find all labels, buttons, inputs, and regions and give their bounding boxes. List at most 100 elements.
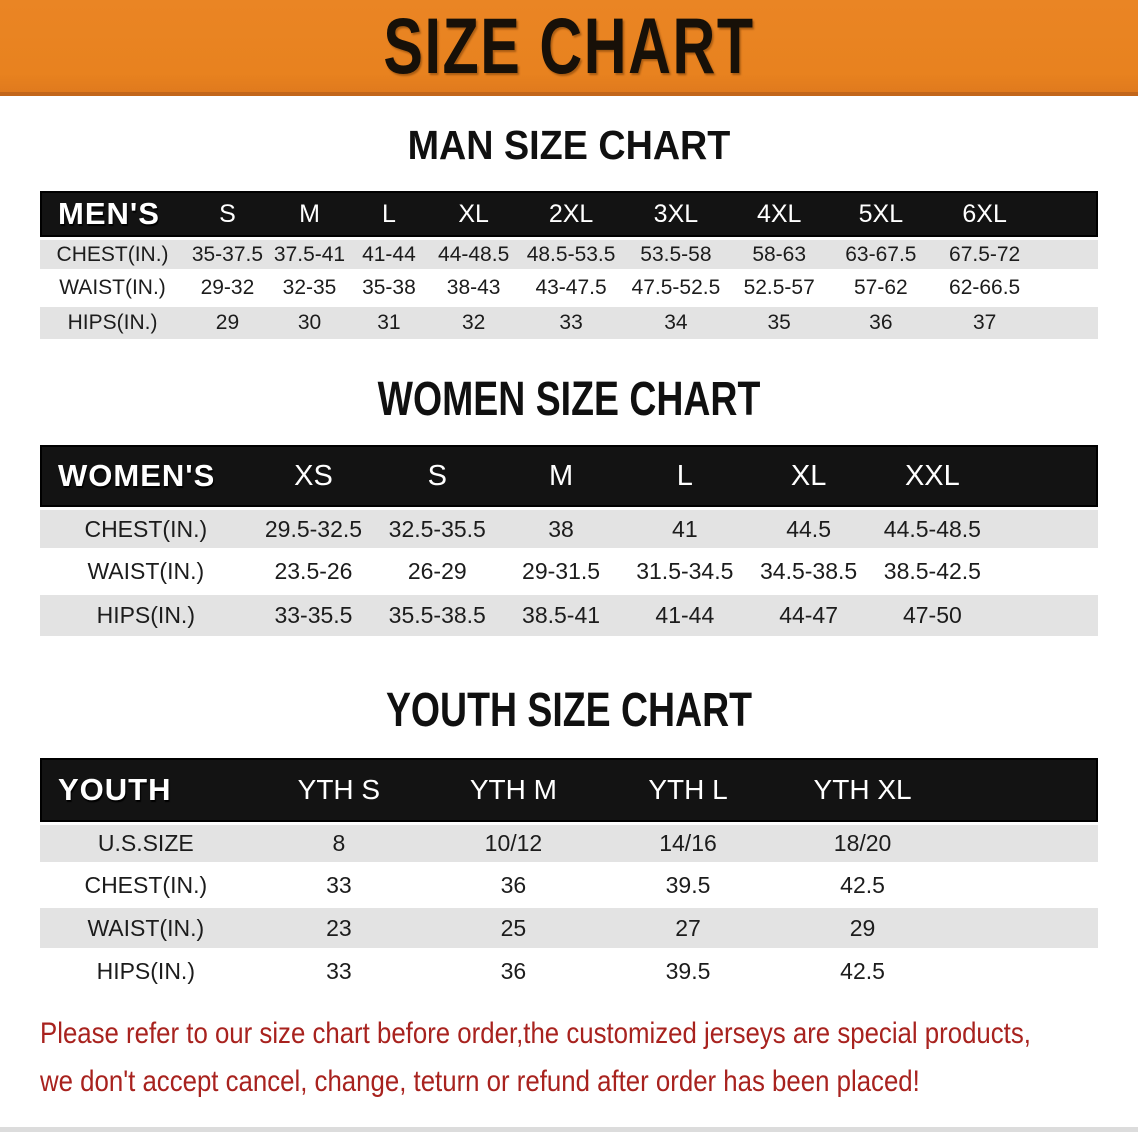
size-table-header-row: MEN'S S M L XL 2XL 3XL 4XL 5XL 6XL: [40, 191, 1098, 237]
size-column-header: S: [185, 191, 270, 237]
measurement-row-label: U.S.SIZE: [40, 822, 252, 865]
row-spacer-cell: [994, 595, 1098, 639]
size-table-header-row: YOUTH YTH S YTH M YTH L YTH XL: [40, 758, 1098, 822]
measurement-row: CHEST(IN.) 33 36 39.5 42.5: [40, 865, 1098, 908]
banner: SIZE CHART: [0, 0, 1138, 96]
size-column-header: YTH M: [426, 758, 601, 822]
notice-line-2: we don't accept cancel, change, teturn o…: [40, 1065, 920, 1098]
measurement-value-cell: 18/20: [775, 822, 950, 865]
measurement-row: CHEST(IN.) 29.5-32.5 32.5-35.5 38 41 44.5 44.5…: [40, 507, 1098, 551]
measurement-row-label: HIPS(IN.): [40, 951, 252, 994]
size-column-header: XL: [746, 445, 871, 507]
measurement-value-cell: 42.5: [775, 865, 950, 908]
measurement-value-cell: 33: [251, 951, 427, 994]
measurement-value-cell: 30: [269, 307, 350, 342]
measurement-value-cell: 41: [622, 507, 747, 551]
measurement-value-cell: 35.5-38.5: [375, 595, 500, 639]
women-size-table: WOMEN'S XS S M L XL XXL CHEST(IN.) 29.5-32.5 32.5…: [40, 445, 1098, 639]
measurement-row-label: CHEST(IN.): [40, 507, 252, 551]
measurement-value-cell: 44.5-48.5: [870, 507, 995, 551]
women-size-chart-heading: WOMEN SIZE CHART: [377, 373, 761, 426]
measurement-value-cell: 39.5: [600, 865, 776, 908]
measurement-value-cell: 36: [426, 951, 601, 994]
row-spacer-cell: [994, 507, 1098, 551]
size-column-header: 4XL: [728, 191, 831, 237]
measurement-value-cell: 27: [600, 908, 776, 951]
measurement-value-cell: 67.5-72: [931, 237, 1038, 272]
measurement-value-cell: 29: [775, 908, 950, 951]
measurement-value-cell: 38.5-42.5: [870, 551, 995, 595]
measurement-value-cell: 31: [349, 307, 429, 342]
measurement-value-cell: 44-47: [746, 595, 871, 639]
measurement-value-cell: 63-67.5: [830, 237, 932, 272]
measurement-row: U.S.SIZE 8 10/12 14/16 18/20: [40, 822, 1098, 865]
measurement-row-label: WAIST(IN.): [40, 908, 252, 951]
youth-size-table: YOUTH YTH S YTH M YTH L YTH XL U.S.SIZE 8 10/12…: [40, 758, 1098, 994]
size-column-header: YTH S: [251, 758, 427, 822]
size-group-label: YOUTH: [40, 758, 252, 822]
header-spacer-cell: [1037, 191, 1098, 237]
measurement-row-label: HIPS(IN.): [40, 307, 186, 342]
measurement-value-cell: 33: [251, 865, 427, 908]
measurement-value-cell: 38: [499, 507, 623, 551]
measurement-value-cell: 35-38: [349, 272, 429, 307]
measurement-value-cell: 34: [623, 307, 729, 342]
measurement-value-cell: 35: [728, 307, 831, 342]
measurement-value-cell: 36: [426, 865, 601, 908]
size-column-header: XS: [251, 445, 376, 507]
measurement-value-cell: 36: [830, 307, 932, 342]
measurement-value-cell: 44.5: [746, 507, 871, 551]
size-column-header: M: [269, 191, 350, 237]
measurement-value-cell: 34.5-38.5: [746, 551, 871, 595]
measurement-value-cell: 37.5-41: [269, 237, 350, 272]
measurement-value-cell: 29: [185, 307, 270, 342]
men-size-table: MEN'S S M L XL 2XL 3XL 4XL 5XL 6XL CHEST(IN.) 35-37…: [40, 191, 1098, 342]
header-spacer-cell: [949, 758, 1098, 822]
size-column-header: YTH XL: [775, 758, 950, 822]
size-column-header: XL: [428, 191, 519, 237]
row-spacer-cell: [949, 908, 1098, 951]
size-column-header: 3XL: [623, 191, 729, 237]
measurement-row-label: CHEST(IN.): [40, 237, 186, 272]
measurement-value-cell: 29.5-32.5: [251, 507, 376, 551]
measurement-row-label: WAIST(IN.): [40, 551, 252, 595]
measurement-value-cell: 29-31.5: [499, 551, 623, 595]
size-column-header: XXL: [870, 445, 995, 507]
measurement-row: WAIST(IN.) 29-32 32-35 35-38 38-43 43-47.5 47.…: [40, 272, 1098, 307]
measurement-value-cell: 33: [518, 307, 624, 342]
measurement-value-cell: 58-63: [728, 237, 831, 272]
row-spacer-cell: [949, 951, 1098, 994]
measurement-row: HIPS(IN.) 33 36 39.5 42.5: [40, 951, 1098, 994]
measurement-value-cell: 41-44: [349, 237, 429, 272]
youth-size-chart-heading: YOUTH SIZE CHART: [385, 684, 753, 737]
size-group-label: WOMEN'S: [40, 445, 252, 507]
measurement-value-cell: 26-29: [375, 551, 500, 595]
measurement-value-cell: 47.5-52.5: [623, 272, 729, 307]
size-column-header: YTH L: [600, 758, 776, 822]
size-column-header: S: [375, 445, 500, 507]
row-spacer-cell: [1037, 237, 1098, 272]
size-column-header: 5XL: [830, 191, 932, 237]
row-spacer-cell: [949, 865, 1098, 908]
measurement-row: HIPS(IN.) 33-35.5 35.5-38.5 38.5-41 41-44 44-…: [40, 595, 1098, 639]
measurement-row-label: HIPS(IN.): [40, 595, 252, 639]
man-size-chart-heading: MAN SIZE CHART: [407, 122, 731, 168]
measurement-value-cell: 8: [251, 822, 427, 865]
measurement-value-cell: 23: [251, 908, 427, 951]
header-spacer-cell: [994, 445, 1098, 507]
measurement-value-cell: 62-66.5: [931, 272, 1038, 307]
measurement-row: HIPS(IN.) 29 30 31 32 33 34 35 36 37: [40, 307, 1098, 342]
measurement-value-cell: 31.5-34.5: [622, 551, 747, 595]
measurement-value-cell: 39.5: [600, 951, 776, 994]
row-spacer-cell: [949, 822, 1098, 865]
footer-notice: Please refer to our size chart before or…: [40, 1010, 1138, 1106]
measurement-value-cell: 43-47.5: [518, 272, 624, 307]
measurement-value-cell: 25: [426, 908, 601, 951]
size-column-header: M: [499, 445, 623, 507]
measurement-value-cell: 29-32: [185, 272, 270, 307]
measurement-value-cell: 48.5-53.5: [518, 237, 624, 272]
size-column-header: 2XL: [518, 191, 624, 237]
measurement-value-cell: 47-50: [870, 595, 995, 639]
measurement-value-cell: 32: [428, 307, 519, 342]
